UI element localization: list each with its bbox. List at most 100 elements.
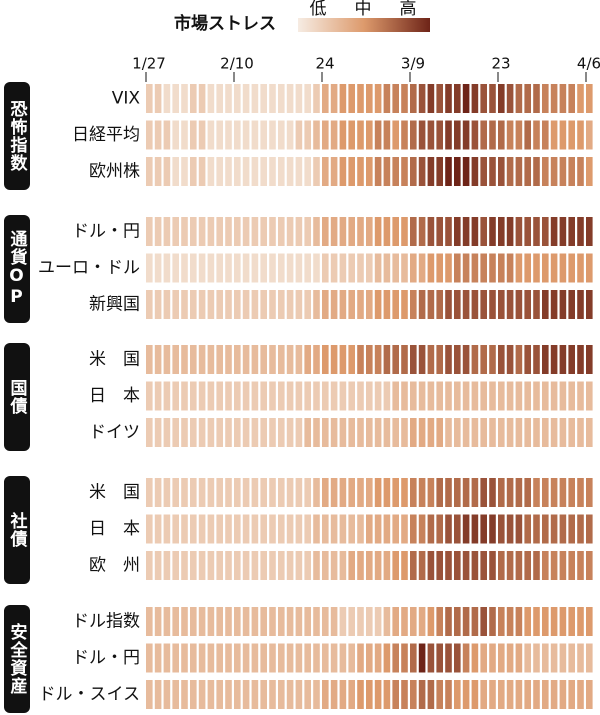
heat-cell xyxy=(154,290,162,319)
heat-cell xyxy=(357,217,364,246)
heat-cell xyxy=(480,514,487,544)
heat-cell xyxy=(498,680,505,709)
heat-cell xyxy=(322,680,329,709)
heat-cell xyxy=(436,290,443,319)
heat-cell xyxy=(533,217,540,246)
heat-cell xyxy=(392,643,399,673)
heat-cell xyxy=(181,478,188,507)
heat-cell xyxy=(550,607,558,636)
heat-cell xyxy=(172,643,179,673)
heat-cell xyxy=(163,120,171,150)
heat-cell xyxy=(586,514,593,544)
heat-cell xyxy=(498,381,505,411)
heat-cell xyxy=(366,84,373,113)
heat-cell xyxy=(586,84,593,113)
heat-cell xyxy=(559,120,567,150)
heat-cell xyxy=(471,84,479,113)
heat-cell xyxy=(383,253,391,283)
heat-cell xyxy=(207,381,215,411)
heat-cell xyxy=(506,84,514,113)
heat-cell xyxy=(190,418,197,447)
heat-cell xyxy=(524,157,531,186)
heat-cell xyxy=(251,418,259,447)
heat-cell xyxy=(550,551,558,580)
heat-cell xyxy=(436,418,443,447)
heat-cell xyxy=(357,551,364,580)
heat-cell xyxy=(163,84,171,113)
heat-cell xyxy=(286,381,294,411)
heat-cell xyxy=(559,418,567,447)
heat-cell xyxy=(489,514,496,544)
heat-cell xyxy=(269,84,276,113)
heat-cell xyxy=(550,381,558,411)
heat-cell xyxy=(462,217,470,246)
heat-cell xyxy=(577,157,584,186)
heat-cell xyxy=(172,478,179,507)
heat-cell xyxy=(550,120,558,150)
heat-cell xyxy=(392,84,399,113)
heat-cell xyxy=(586,418,593,447)
heat-cell xyxy=(480,84,487,113)
heat-cell xyxy=(533,418,540,447)
heat-cell xyxy=(322,120,329,150)
heat-cell xyxy=(269,514,276,544)
heat-cell xyxy=(357,478,364,507)
heat-cell xyxy=(198,120,206,150)
heat-cell xyxy=(524,514,531,544)
heat-cell xyxy=(154,607,162,636)
row-label: 米 国 xyxy=(89,350,140,370)
heat-cell xyxy=(304,418,311,447)
heat-cell xyxy=(348,253,355,283)
heat-cell xyxy=(190,381,197,411)
heat-cell xyxy=(295,253,303,283)
heat-cell xyxy=(313,290,320,319)
heat-cell xyxy=(339,514,347,544)
heat-cell xyxy=(146,120,153,150)
heat-cell xyxy=(542,607,549,636)
heat-cell xyxy=(418,120,426,150)
heat-cell xyxy=(506,217,514,246)
row-label: ドル指数 xyxy=(72,612,140,632)
heat-cell xyxy=(374,157,382,186)
heat-cell xyxy=(251,478,259,507)
heat-cell xyxy=(278,680,285,709)
heat-cell xyxy=(445,607,452,636)
heat-cell xyxy=(392,607,399,636)
heat-cell xyxy=(410,345,417,374)
heat-cell xyxy=(339,253,347,283)
heat-cell xyxy=(260,680,267,709)
heat-cell xyxy=(392,418,399,447)
heat-cell xyxy=(146,418,153,447)
heat-cell xyxy=(445,84,452,113)
heat-cell xyxy=(146,290,153,319)
heat-cell xyxy=(568,290,575,319)
heat-cell xyxy=(154,680,162,709)
heat-cell xyxy=(163,418,171,447)
heat-cell xyxy=(313,514,320,544)
heat-cell xyxy=(216,345,223,374)
heat-cell xyxy=(383,551,391,580)
heat-cell xyxy=(410,551,417,580)
heat-cell xyxy=(577,381,584,411)
x-tick-label: 2/10 xyxy=(220,55,254,73)
heat-cell xyxy=(568,84,575,113)
heat-cell xyxy=(401,418,408,447)
heat-cell xyxy=(498,120,505,150)
heat-cell xyxy=(410,217,417,246)
heat-cell xyxy=(454,418,461,447)
heat-cell xyxy=(559,680,567,709)
heat-cell xyxy=(163,514,171,544)
row-label: 新興国 xyxy=(89,295,140,315)
heat-cell xyxy=(410,680,417,709)
heat-cell xyxy=(471,253,479,283)
heat-cell xyxy=(410,253,417,283)
heat-cell xyxy=(286,120,294,150)
heat-cell xyxy=(225,551,232,580)
heat-cell xyxy=(366,157,373,186)
heat-cell xyxy=(489,290,496,319)
heat-cell xyxy=(366,514,373,544)
heat-cell xyxy=(234,84,241,113)
heat-cell xyxy=(498,290,505,319)
heat-cell xyxy=(295,680,303,709)
heat-cell xyxy=(154,120,162,150)
